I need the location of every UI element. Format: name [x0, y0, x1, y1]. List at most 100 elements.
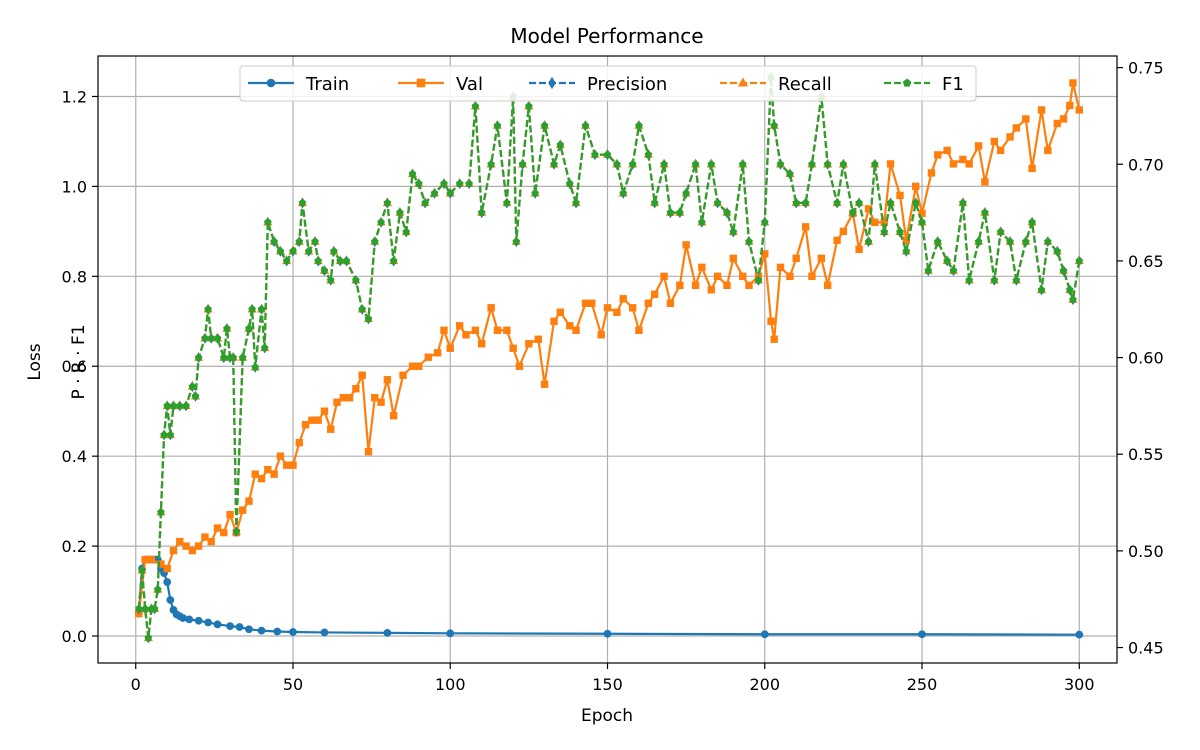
data-point-val	[424, 353, 432, 361]
data-point-val	[628, 304, 637, 312]
data-point-val	[408, 362, 417, 370]
data-point-val	[896, 191, 904, 200]
legend-marker-val	[416, 78, 426, 88]
data-point-val	[339, 394, 348, 402]
data-point-val	[515, 362, 524, 370]
legend-label-val: Val	[456, 74, 483, 95]
data-point-f1	[572, 198, 580, 207]
data-point-f1	[1069, 295, 1077, 303]
data-point-f1	[408, 169, 417, 178]
data-point-val	[1006, 133, 1014, 141]
data-point-val	[1075, 106, 1083, 114]
data-point-f1	[996, 227, 1005, 236]
x-axis-label: Epoch	[581, 706, 633, 726]
data-point-f1	[1059, 266, 1068, 274]
data-point-val	[245, 497, 253, 505]
data-point-val	[927, 169, 936, 177]
data-point-val	[934, 151, 942, 159]
data-point-val	[707, 286, 715, 294]
data-point-f1	[503, 198, 511, 207]
data-point-f1	[1028, 218, 1036, 226]
data-point-val	[201, 533, 209, 541]
data-point-val	[270, 470, 278, 478]
data-point-val	[723, 281, 731, 290]
data-point-f1	[848, 208, 857, 216]
x-axis-ticks: 0 50 100 150 200 250 300	[131, 663, 1095, 694]
data-point-f1	[389, 256, 398, 265]
data-point-f1	[918, 218, 926, 226]
data-point-val	[399, 371, 407, 379]
data-point-f1	[974, 237, 983, 245]
data-point-val	[383, 376, 392, 384]
data-point-val	[257, 474, 266, 483]
y-right-tick-label: 0.45	[1128, 639, 1164, 658]
data-point-val	[823, 281, 832, 290]
data-point-train	[760, 630, 769, 639]
data-point-f1	[959, 198, 967, 207]
data-point-val	[415, 362, 423, 370]
data-point-f1	[666, 208, 675, 216]
data-point-f1	[581, 121, 590, 129]
data-point-val	[169, 546, 178, 555]
x-tick-label: 100	[435, 675, 466, 694]
legend-label-recall: Recall	[778, 74, 832, 95]
y-left-tick-label: 0.2	[62, 537, 87, 556]
right-axis-ticks: 0.45 0.50 0.55 0.60 0.65 0.70 0.75	[1117, 59, 1164, 658]
legend-marker-recall	[737, 77, 749, 87]
data-point-f1	[260, 343, 269, 352]
data-point-f1	[248, 305, 256, 313]
y-left-tick-label: 0.8	[62, 267, 87, 286]
data-point-val	[455, 322, 464, 330]
data-point-f1	[902, 247, 911, 255]
data-point-f1	[864, 237, 873, 245]
data-point-f1	[213, 334, 222, 342]
data-point-f1	[965, 276, 974, 284]
data-point-val	[333, 398, 341, 406]
left-axis-ticks: 0.0 0.2 0.4 0.6 0.8 1.0 1.2	[62, 87, 98, 646]
data-point-val	[588, 299, 596, 307]
data-point-val	[295, 438, 303, 447]
data-point-f1	[191, 392, 200, 400]
data-point-f1	[232, 527, 241, 535]
data-point-f1	[304, 247, 313, 255]
data-point-val	[597, 331, 605, 339]
data-point-f1	[619, 189, 628, 197]
data-point-f1	[644, 150, 653, 158]
data-point-val	[493, 326, 502, 334]
data-point-f1	[1075, 256, 1084, 265]
data-point-train	[1075, 630, 1084, 639]
data-point-f1	[352, 276, 360, 284]
data-point-val	[713, 272, 722, 281]
data-point-f1	[150, 604, 159, 613]
data-point-f1	[326, 276, 335, 284]
data-point-f1	[298, 198, 307, 207]
data-point-val	[207, 537, 215, 546]
data-point-f1	[880, 227, 889, 236]
data-point-f1	[754, 276, 763, 284]
data-point-val	[1037, 106, 1046, 114]
data-point-f1	[823, 160, 832, 168]
data-point-val	[503, 326, 511, 334]
data-point-f1	[760, 218, 769, 226]
data-point-f1	[635, 121, 643, 129]
data-point-train	[320, 628, 329, 637]
data-point-val	[691, 281, 700, 290]
x-tick-label: 300	[1064, 675, 1095, 694]
data-point-val	[949, 160, 958, 168]
data-point-val	[572, 326, 580, 334]
legend-label-precision: Precision	[587, 74, 667, 95]
data-point-val	[163, 564, 171, 573]
data-point-f1	[676, 208, 684, 216]
legend-item-train: Train	[248, 74, 349, 95]
data-point-f1	[141, 604, 149, 613]
data-point-val	[603, 304, 612, 312]
data-point-train	[213, 620, 222, 629]
data-point-val	[767, 317, 775, 325]
data-point-f1	[682, 189, 690, 197]
data-point-f1	[175, 401, 184, 410]
data-point-f1	[591, 150, 599, 158]
data-point-val	[1066, 101, 1074, 110]
data-point-f1	[396, 208, 404, 216]
data-point-f1	[713, 198, 722, 207]
data-point-val	[509, 344, 517, 352]
